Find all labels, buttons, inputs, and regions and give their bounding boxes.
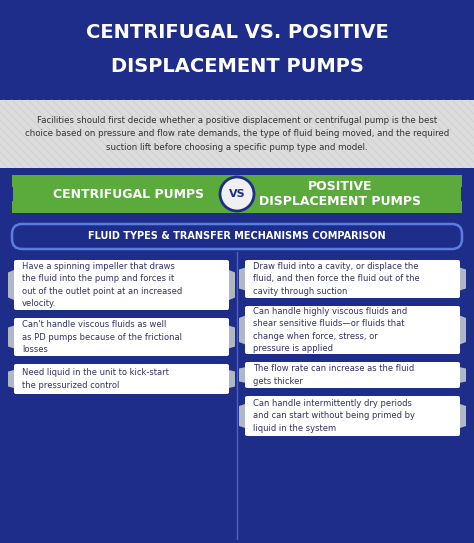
Polygon shape [460, 367, 466, 383]
FancyBboxPatch shape [0, 168, 474, 220]
Polygon shape [460, 315, 466, 344]
FancyBboxPatch shape [245, 362, 460, 388]
FancyBboxPatch shape [0, 250, 474, 543]
FancyBboxPatch shape [245, 260, 460, 298]
Text: Have a spinning impeller that draws
the fluid into the pump and forces it
out of: Have a spinning impeller that draws the … [22, 262, 182, 308]
Polygon shape [239, 404, 245, 428]
Polygon shape [239, 315, 245, 344]
Text: FLUID TYPES & TRANSFER MECHANISMS COMPARISON: FLUID TYPES & TRANSFER MECHANISMS COMPAR… [88, 231, 386, 241]
FancyBboxPatch shape [461, 187, 469, 201]
Text: Can't handle viscous fluids as well
as PD pumps because of the frictional
losses: Can't handle viscous fluids as well as P… [22, 320, 182, 353]
FancyBboxPatch shape [0, 0, 474, 100]
Polygon shape [239, 367, 245, 383]
Text: Can handle highly viscous fluids and
shear sensitive fluids—or fluids that
chang: Can handle highly viscous fluids and she… [253, 307, 407, 353]
Polygon shape [460, 404, 466, 428]
Text: The flow rate can increase as the fluid
gets thicker: The flow rate can increase as the fluid … [253, 364, 414, 386]
Polygon shape [460, 268, 466, 291]
Polygon shape [229, 370, 235, 388]
Polygon shape [8, 370, 14, 388]
Text: DISPLACEMENT PUMPS: DISPLACEMENT PUMPS [110, 56, 364, 75]
FancyBboxPatch shape [12, 224, 462, 249]
Polygon shape [229, 270, 235, 300]
FancyBboxPatch shape [14, 364, 229, 394]
Text: POSITIVE
DISPLACEMENT PUMPS: POSITIVE DISPLACEMENT PUMPS [259, 180, 421, 208]
Text: Facilities should first decide whether a positive displacement or centrifugal pu: Facilities should first decide whether a… [25, 116, 449, 152]
Text: CENTRIFUGAL PUMPS: CENTRIFUGAL PUMPS [54, 187, 205, 200]
FancyBboxPatch shape [0, 100, 474, 168]
Text: CENTRIFUGAL VS. POSITIVE: CENTRIFUGAL VS. POSITIVE [86, 23, 388, 42]
FancyBboxPatch shape [12, 175, 462, 213]
Text: Can handle intermittently dry periods
and can start without being primed by
liqu: Can handle intermittently dry periods an… [253, 399, 415, 433]
Text: Draw fluid into a cavity, or displace the
fluid, and then force the fluid out of: Draw fluid into a cavity, or displace th… [253, 262, 420, 295]
FancyBboxPatch shape [0, 220, 474, 250]
FancyBboxPatch shape [14, 318, 229, 356]
FancyBboxPatch shape [5, 187, 13, 201]
Polygon shape [8, 270, 14, 300]
Polygon shape [229, 326, 235, 349]
Text: Need liquid in the unit to kick-start
the pressurized control: Need liquid in the unit to kick-start th… [22, 368, 169, 389]
FancyBboxPatch shape [14, 260, 229, 310]
FancyBboxPatch shape [245, 306, 460, 354]
FancyBboxPatch shape [245, 396, 460, 436]
Text: VS: VS [228, 189, 246, 199]
Circle shape [220, 177, 254, 211]
Polygon shape [239, 268, 245, 291]
Polygon shape [8, 326, 14, 349]
